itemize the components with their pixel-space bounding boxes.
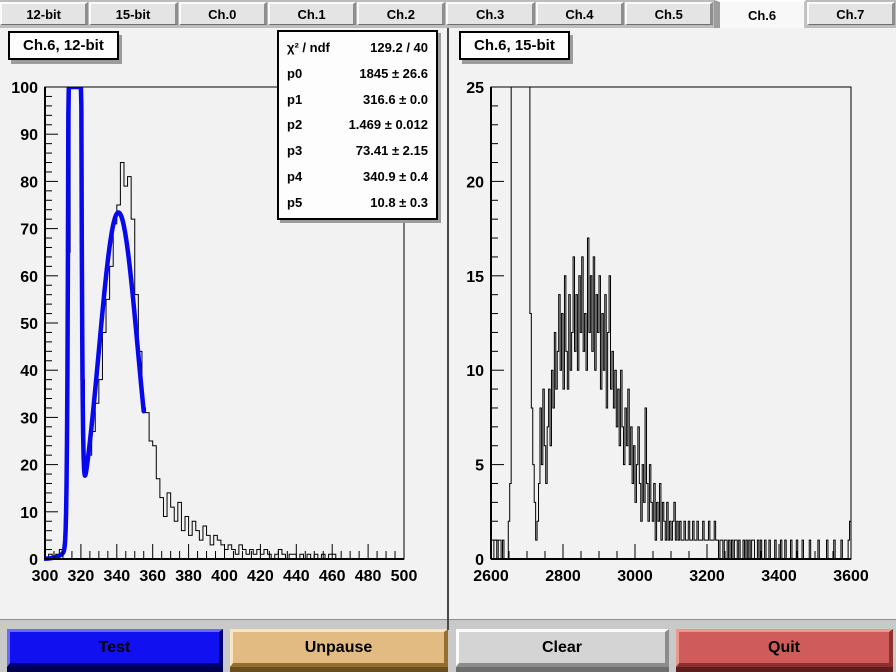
stat-label: p5 [287,194,303,210]
svg-text:3200: 3200 [689,568,725,585]
svg-text:10: 10 [466,363,484,380]
stat-label: χ² / ndf [287,40,330,56]
canvas-12bit: 300 320 340 360 380 400 420 440 460 480 500 0 10 20 30… [0,28,447,619]
test-button[interactable]: Test [7,629,223,667]
svg-text:90: 90 [20,127,38,144]
canvas-15bit: 2600 2800 3000 3200 3400 3600 0 5 10 15 20 25 Ch.6,… [449,28,896,619]
svg-text:25: 25 [466,80,484,97]
svg-text:420: 420 [247,568,274,585]
svg-text:5: 5 [475,458,484,475]
stat-row-chi2: χ² / ndf 129.2 / 40 [287,40,428,55]
tab-bar: 12-bit 15-bit Ch.0 Ch.1 Ch.2 Ch.3 Ch.4 C… [0,0,896,28]
stat-value: 1.469 ± 0.012 [348,117,428,133]
tab-ch5[interactable]: Ch.5 [625,2,714,25]
svg-text:30: 30 [20,410,38,427]
tab-ch4[interactable]: Ch.4 [535,2,625,25]
stat-value: 316.6 ± 0.0 [363,91,428,107]
svg-text:0: 0 [475,552,484,569]
svg-text:3000: 3000 [617,568,653,585]
tab-12-bit[interactable]: 12-bit [0,2,89,25]
svg-text:300: 300 [32,568,59,585]
svg-text:60: 60 [20,269,38,286]
svg-text:20: 20 [466,174,484,191]
panel-divider [447,28,449,630]
stat-value: 10.8 ± 0.3 [370,194,428,210]
svg-text:0: 0 [29,552,38,569]
histogram-15bit-plot: 2600 2800 3000 3200 3400 3600 0 5 10 15 20 25 [466,80,869,585]
tab-ch3[interactable]: Ch.3 [446,2,535,25]
tab-ch1[interactable]: Ch.1 [267,2,357,25]
histogram-12bit-plot: 300 320 340 360 380 400 420 440 460 480 500 0 10 20 30… [11,80,418,585]
svg-text:20: 20 [20,458,38,475]
button-bar: Test Unpause Clear Quit [0,621,896,672]
stat-label: p0 [287,66,303,82]
stat-label: p3 [287,143,303,159]
stat-label: p4 [287,168,303,184]
svg-text:440: 440 [283,568,310,585]
svg-text:3600: 3600 [833,568,869,585]
stat-value: 73.41 ± 2.15 [355,143,428,159]
svg-text:400: 400 [211,568,238,585]
stat-value: 1845 ± 26.6 [359,66,428,82]
plot-title-12bit: Ch.6, 12-bit [8,31,119,60]
svg-text:100: 100 [11,80,38,97]
svg-text:50: 50 [20,316,38,333]
stat-row-p4: p4 340.9 ± 0.4 [287,169,428,184]
svg-text:2600: 2600 [473,568,509,585]
stat-label: p2 [287,117,303,133]
tab-ch0[interactable]: Ch.0 [178,2,267,25]
svg-text:480: 480 [355,568,382,585]
unpause-button[interactable]: Unpause [230,629,448,667]
canvas-area: 300 320 340 360 380 400 420 440 460 480 500 0 10 20 30… [0,28,896,620]
stat-row-p3: p3 73.41 ± 2.15 [287,143,428,158]
tab-ch6-active[interactable]: Ch.6 [714,0,806,28]
svg-text:380: 380 [175,568,202,585]
svg-text:80: 80 [20,174,38,191]
svg-text:500: 500 [391,568,418,585]
stat-label: p1 [287,91,303,107]
svg-text:340: 340 [103,568,130,585]
tab-ch2[interactable]: Ch.2 [357,2,446,25]
svg-text:10: 10 [20,505,38,522]
svg-text:320: 320 [68,568,95,585]
svg-text:2800: 2800 [545,568,581,585]
plot-title-15bit: Ch.6, 15-bit [459,31,570,60]
svg-text:360: 360 [139,568,166,585]
quit-button[interactable]: Quit [676,629,893,667]
fit-stats-box: χ² / ndf 129.2 / 40 p0 1845 ± 26.6 p1 316.6… [277,30,438,220]
svg-text:15: 15 [466,269,484,286]
tab-ch7[interactable]: Ch.7 [806,2,895,25]
tab-15-bit[interactable]: 15-bit [89,2,178,25]
stat-row-p0: p0 1845 ± 26.6 [287,66,428,81]
svg-text:40: 40 [20,363,38,380]
stat-value: 340.9 ± 0.4 [363,168,428,184]
stat-row-p5: p5 10.8 ± 0.3 [287,195,428,210]
clear-button[interactable]: Clear [456,629,669,667]
stat-value: 129.2 / 40 [370,40,428,56]
stat-row-p1: p1 316.6 ± 0.0 [287,92,428,107]
svg-text:460: 460 [319,568,346,585]
svg-text:70: 70 [20,222,38,239]
stat-row-p2: p2 1.469 ± 0.012 [287,117,428,132]
svg-text:3400: 3400 [761,568,797,585]
